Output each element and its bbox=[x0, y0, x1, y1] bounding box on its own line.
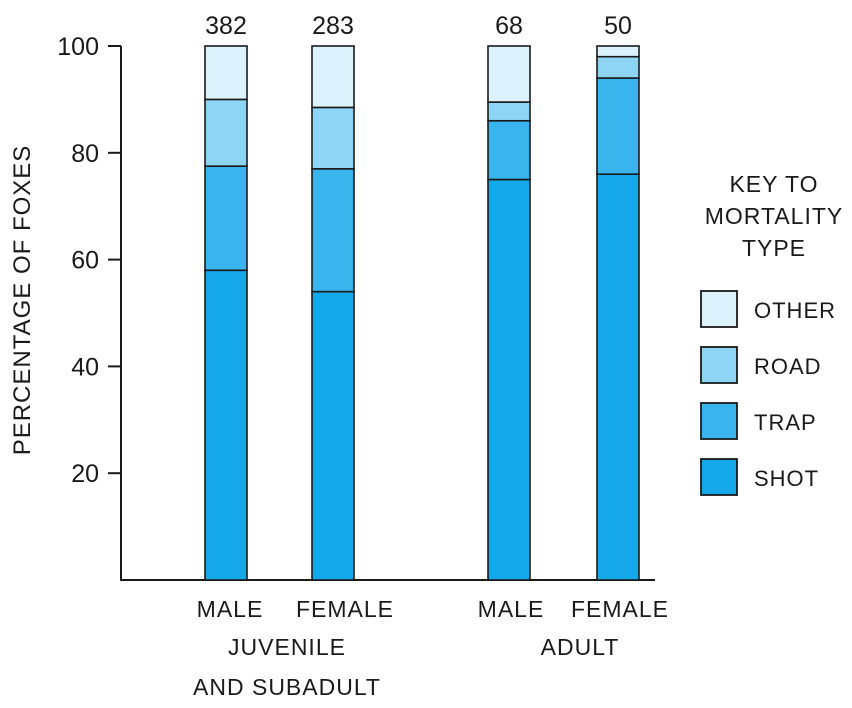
bar-segment-trap bbox=[596, 77, 640, 175]
sample-counts: 382 283 68 50 bbox=[205, 12, 632, 40]
sample-count-label: 50 bbox=[604, 12, 632, 40]
bar-stack bbox=[487, 45, 531, 581]
bar-segment-shot bbox=[596, 173, 640, 581]
bar-stack bbox=[311, 45, 355, 581]
legend-title: TYPE bbox=[742, 235, 806, 261]
legend-label: TRAP bbox=[754, 410, 817, 435]
sample-count-label: 68 bbox=[495, 12, 523, 40]
group-label: JUVENILE bbox=[228, 634, 346, 660]
bar-segment-road bbox=[596, 55, 640, 79]
y-axis-title: PERCENTAGE OF FOXES bbox=[9, 145, 36, 456]
legend-label: ROAD bbox=[754, 354, 822, 379]
category-labels: MALE FEMALE MALE FEMALE bbox=[197, 596, 669, 622]
bar-segment-road bbox=[487, 101, 531, 122]
group-labels: JUVENILE AND SUBADULT ADULT bbox=[193, 634, 620, 700]
y-tick-label: 40 bbox=[71, 353, 99, 381]
bar-segment-road bbox=[311, 106, 355, 170]
bar-segment-other bbox=[204, 45, 248, 101]
bar-segment-other bbox=[487, 45, 531, 103]
category-label: MALE bbox=[478, 596, 545, 622]
legend-label: OTHER bbox=[754, 298, 836, 323]
legend-swatch-road bbox=[700, 346, 738, 384]
y-tick-label: 20 bbox=[71, 460, 99, 488]
legend-swatch-shot bbox=[700, 458, 738, 496]
legend: KEY TO MORTALITY TYPE OTHER ROAD TRAP SHOT bbox=[700, 171, 844, 496]
bar-stack bbox=[596, 45, 640, 581]
y-ticks: 100 80 60 40 20 bbox=[57, 33, 121, 488]
sample-count-label: 283 bbox=[312, 12, 354, 40]
legend-label: SHOT bbox=[754, 466, 819, 491]
bar-segment-other bbox=[596, 45, 640, 58]
bar-segment-trap bbox=[311, 168, 355, 293]
y-tick-label: 80 bbox=[71, 140, 99, 168]
category-label: FEMALE bbox=[296, 596, 394, 622]
category-label: FEMALE bbox=[571, 596, 669, 622]
legend-title: KEY TO bbox=[729, 171, 818, 197]
y-tick-label: 100 bbox=[57, 33, 99, 61]
category-label: MALE bbox=[197, 596, 264, 622]
sample-count-label: 382 bbox=[205, 12, 247, 40]
bars bbox=[204, 45, 640, 581]
bar-segment-other bbox=[311, 45, 355, 109]
bar-stack bbox=[204, 45, 248, 581]
y-tick-label: 60 bbox=[71, 247, 99, 275]
legend-swatch-trap bbox=[700, 402, 738, 440]
bar-segment-trap bbox=[204, 165, 248, 272]
legend-title: MORTALITY bbox=[705, 203, 844, 229]
bar-segment-trap bbox=[487, 119, 531, 181]
bar-segment-shot bbox=[204, 269, 248, 581]
group-label: AND SUBADULT bbox=[193, 674, 381, 700]
bar-segment-road bbox=[204, 98, 248, 167]
legend-swatch-other bbox=[700, 290, 738, 328]
axes bbox=[120, 46, 655, 581]
bar-segment-shot bbox=[487, 178, 531, 581]
bar-segment-shot bbox=[311, 290, 355, 581]
group-label: ADULT bbox=[541, 634, 620, 660]
